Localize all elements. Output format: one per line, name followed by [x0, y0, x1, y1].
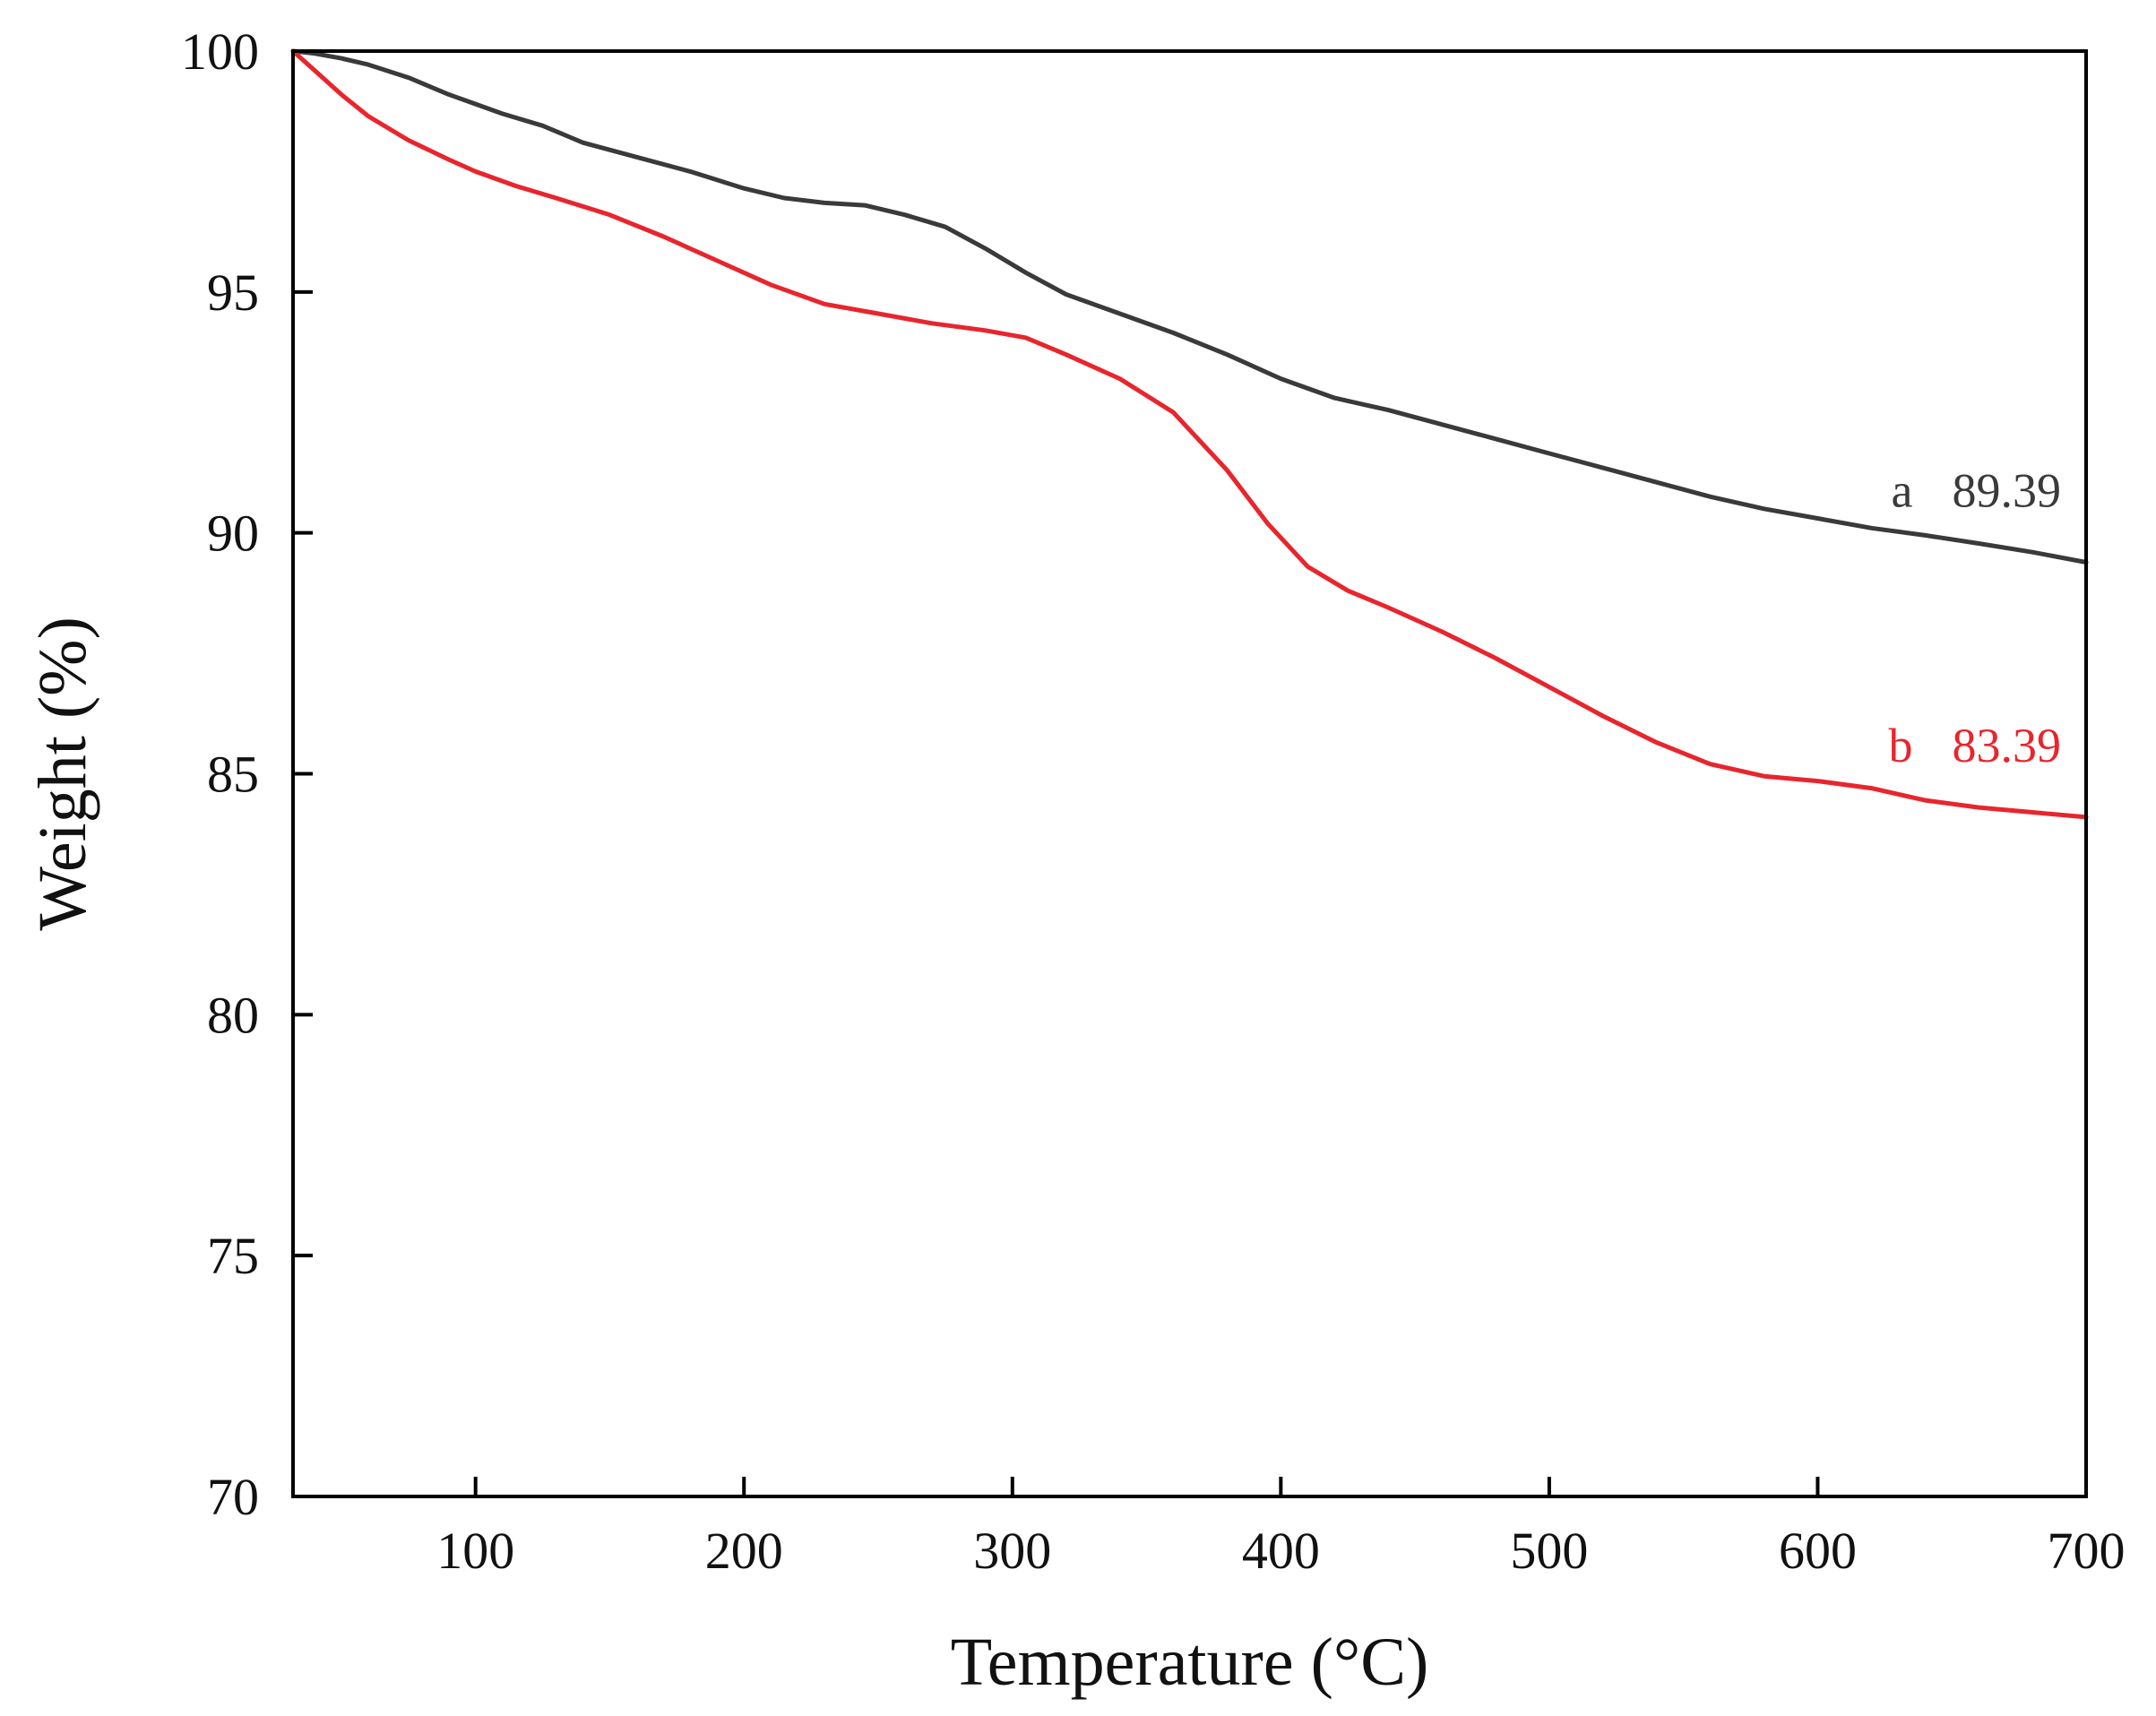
series-line-a [290, 48, 2089, 565]
y-tick-label: 85 [207, 746, 259, 804]
series-name: b [1889, 719, 1913, 772]
series-end-label-b: b 83.39 [1889, 719, 2062, 772]
y-tick-label: 70 [207, 1468, 259, 1526]
y-tick-label: 95 [207, 263, 259, 322]
y-tick-label: 90 [207, 504, 259, 563]
series-end-label-a: a 89.39 [1892, 463, 2061, 517]
x-tick-label: 400 [1242, 1522, 1320, 1580]
y-tick-label: 100 [181, 22, 259, 81]
x-tick-label: 300 [973, 1522, 1051, 1580]
x-axis-ticks: 100 200 300 400 500 600 700 [436, 1477, 2126, 1580]
y-axis-ticks: 70 75 80 85 90 95 100 [181, 22, 313, 1526]
series-end-value: 89.39 [1953, 463, 2062, 517]
x-tick-label: 200 [705, 1522, 783, 1580]
y-tick-label: 80 [207, 986, 259, 1044]
series-labels: a 89.39 b 83.39 [1889, 463, 2062, 772]
x-tick-label: 100 [436, 1522, 514, 1580]
x-tick-label: 500 [1510, 1522, 1588, 1580]
series-line-b [290, 48, 2089, 820]
series-layer [290, 48, 2089, 820]
series-name: a [1892, 463, 1913, 517]
series-end-value: 83.39 [1953, 719, 2062, 772]
y-tick-label: 75 [207, 1227, 259, 1285]
y-axis-title: Weight (%) [25, 617, 100, 931]
x-tick-label: 700 [2048, 1522, 2126, 1580]
x-tick-label: 600 [1779, 1522, 1857, 1580]
x-axis-title: Temperature (°C) [951, 1625, 1429, 1700]
